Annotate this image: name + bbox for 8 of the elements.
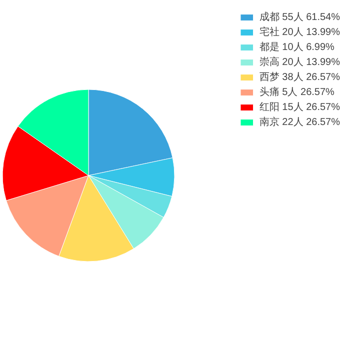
legend-label: 头痛 5人 26.57% — [259, 86, 334, 99]
legend-label: 都是 10人 6.99% — [259, 40, 334, 54]
legend-label: 红阳 15人 26.57% — [259, 101, 340, 114]
legend-label: 崇高 20人 13.99% — [259, 56, 340, 69]
legend-label: 成都 55人 61.54% — [259, 10, 340, 24]
legend-label: 南京 22人 26.57% — [259, 116, 340, 129]
legend-label: 西梦 38人 26.57% — [259, 70, 340, 84]
legend-label: 宅社 20人 13.99% — [259, 26, 340, 39]
